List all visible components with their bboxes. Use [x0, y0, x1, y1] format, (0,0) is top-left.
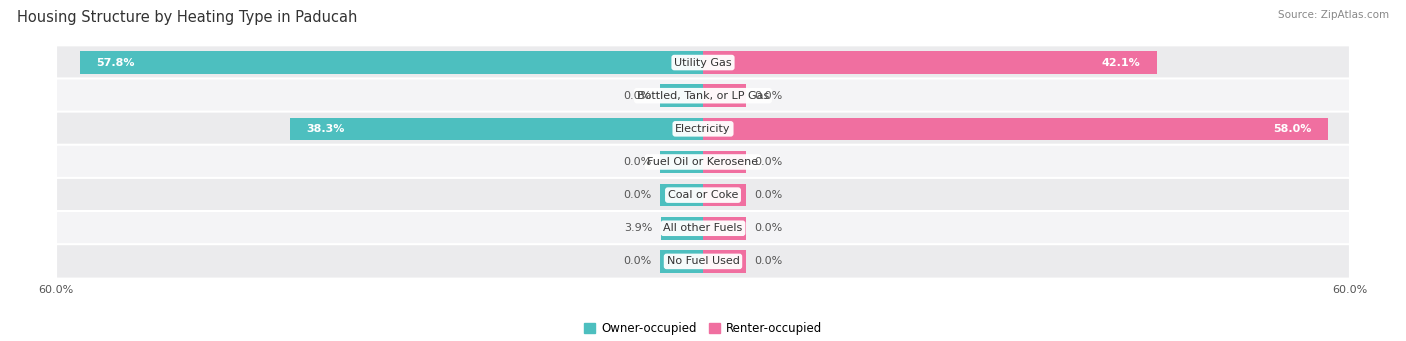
Bar [659, 151, 703, 173]
Text: 0.0%: 0.0% [755, 223, 783, 233]
FancyBboxPatch shape [56, 112, 1350, 146]
FancyBboxPatch shape [56, 145, 1350, 179]
FancyBboxPatch shape [56, 78, 1350, 113]
Text: All other Fuels: All other Fuels [664, 223, 742, 233]
Text: Source: ZipAtlas.com: Source: ZipAtlas.com [1278, 10, 1389, 20]
Bar [703, 51, 1157, 74]
FancyBboxPatch shape [56, 45, 1350, 80]
Bar [659, 184, 703, 206]
Legend: Owner-occupied, Renter-occupied: Owner-occupied, Renter-occupied [579, 317, 827, 340]
Text: 0.0%: 0.0% [755, 91, 783, 101]
FancyBboxPatch shape [56, 244, 1350, 279]
Text: 3.9%: 3.9% [624, 223, 652, 233]
Text: 58.0%: 58.0% [1274, 124, 1312, 134]
Text: 38.3%: 38.3% [307, 124, 344, 134]
Bar [659, 250, 703, 273]
Bar [703, 118, 1329, 140]
Text: 0.0%: 0.0% [623, 256, 651, 266]
Text: Utility Gas: Utility Gas [675, 58, 731, 68]
Text: 0.0%: 0.0% [755, 157, 783, 167]
Text: Coal or Coke: Coal or Coke [668, 190, 738, 200]
FancyBboxPatch shape [56, 211, 1350, 246]
Text: 0.0%: 0.0% [623, 91, 651, 101]
FancyBboxPatch shape [56, 178, 1350, 212]
Text: Fuel Oil or Kerosene: Fuel Oil or Kerosene [647, 157, 759, 167]
Text: Housing Structure by Heating Type in Paducah: Housing Structure by Heating Type in Pad… [17, 10, 357, 25]
Bar [659, 85, 703, 107]
Text: 57.8%: 57.8% [96, 58, 135, 68]
Bar [703, 184, 747, 206]
Bar [290, 118, 703, 140]
Bar [703, 250, 747, 273]
Bar [80, 51, 703, 74]
Text: 0.0%: 0.0% [623, 157, 651, 167]
Text: No Fuel Used: No Fuel Used [666, 256, 740, 266]
Text: 0.0%: 0.0% [623, 190, 651, 200]
Text: 0.0%: 0.0% [755, 190, 783, 200]
Text: 42.1%: 42.1% [1102, 58, 1140, 68]
Bar [661, 217, 703, 239]
Text: 0.0%: 0.0% [755, 256, 783, 266]
Bar [703, 85, 747, 107]
Text: Electricity: Electricity [675, 124, 731, 134]
Bar [703, 217, 747, 239]
Bar [703, 151, 747, 173]
Text: Bottled, Tank, or LP Gas: Bottled, Tank, or LP Gas [637, 91, 769, 101]
